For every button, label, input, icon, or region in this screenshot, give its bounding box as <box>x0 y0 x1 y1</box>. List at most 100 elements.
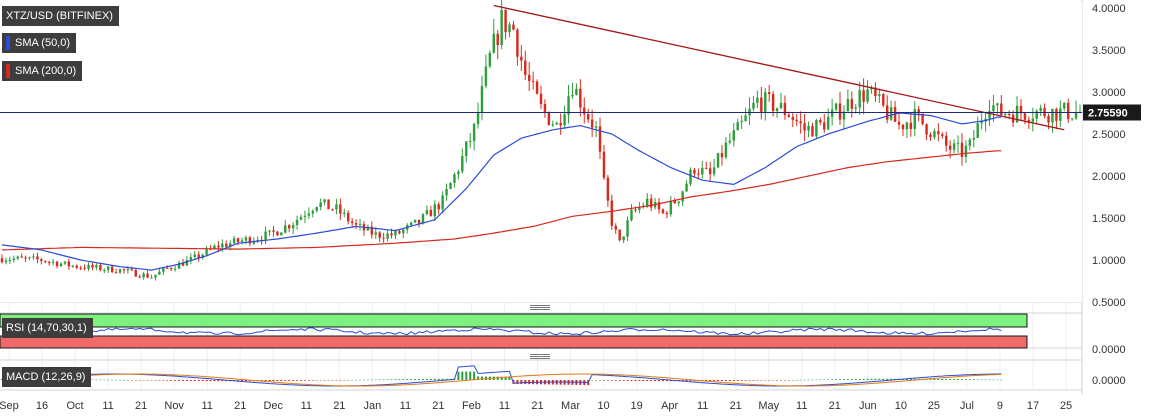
candle-down <box>673 200 676 204</box>
time-axis: Sep 16 Oct 11 21 Nov 11 21 Dec 11 21 Jan 11 21 Feb 11 21… <box>0 400 1072 412</box>
candle-up <box>394 231 397 236</box>
macd-histogram-bar <box>433 378 436 380</box>
candle-down <box>760 97 763 112</box>
macd-histogram-bar <box>941 378 944 380</box>
candle-up <box>142 273 145 278</box>
macd-axis-tick: 0.0000 <box>1092 375 1126 387</box>
candle-down <box>91 264 94 268</box>
candle-up <box>343 212 346 214</box>
candle-up <box>12 258 16 260</box>
price-tick-label: 2.0000 <box>1092 171 1126 183</box>
candle-up <box>866 89 869 102</box>
macd-histogram-bar <box>929 378 932 380</box>
candle-up <box>162 267 165 272</box>
macd-histogram-bar <box>968 379 971 380</box>
candle-up <box>402 229 405 234</box>
macd-histogram-bar <box>524 380 527 385</box>
macd-histogram-bar <box>122 379 125 381</box>
time-tick-label: Jan <box>363 400 381 412</box>
price-tick-label: 3.5000 <box>1092 45 1126 57</box>
macd-histogram-bar <box>280 380 283 381</box>
macd-histogram-bar <box>630 380 633 381</box>
candle-up <box>441 195 444 210</box>
candle-down <box>531 80 535 82</box>
candle-up <box>756 97 759 103</box>
candle-up <box>740 120 743 123</box>
macd-histogram-bar <box>960 379 963 380</box>
candle-down <box>382 237 385 239</box>
macd-histogram-bar <box>882 378 885 380</box>
time-tick-label: 21 <box>333 400 345 412</box>
candle-up <box>508 24 511 33</box>
macd-histogram-bar <box>685 380 688 382</box>
candle-up <box>728 140 732 143</box>
macd-histogram-bar <box>461 371 464 380</box>
rsi-pane-resize-handle[interactable] <box>530 305 550 310</box>
descending-trendline[interactable] <box>493 4 1065 131</box>
macd-histogram-bar <box>480 376 483 380</box>
candle-up <box>712 167 716 175</box>
macd-histogram-bar <box>957 379 960 380</box>
candle-down <box>390 233 393 236</box>
candle-up <box>878 94 881 97</box>
candle-down <box>1027 119 1031 122</box>
macd-histogram-bar <box>288 380 291 381</box>
candle-up <box>476 111 480 124</box>
macd-histogram-bar <box>473 371 476 380</box>
macd-histogram-bar <box>398 379 401 380</box>
candle-up <box>59 263 63 267</box>
macd-histogram-bar <box>905 378 908 380</box>
rsi-panel[interactable]: 0.0000 <box>0 313 1126 356</box>
macd-histogram-bar <box>335 380 338 381</box>
candle-down <box>665 212 669 215</box>
candle-down <box>937 131 940 135</box>
macd-pane-resize-handle[interactable] <box>530 354 550 359</box>
candle-up <box>968 139 972 146</box>
sma-50-legend[interactable]: SMA (50,0) <box>2 33 77 53</box>
candle-down <box>1000 103 1003 116</box>
price-panel[interactable] <box>0 0 1082 302</box>
candle-up <box>826 116 830 130</box>
price-panel-background <box>0 2 1082 302</box>
candle-down <box>539 93 543 105</box>
candle-up <box>465 141 468 156</box>
candle-down <box>527 74 531 81</box>
candle-up <box>677 201 680 204</box>
candle-down <box>705 167 708 169</box>
rsi-legend[interactable]: RSI (14,70,30,1) <box>2 318 93 338</box>
candle-down <box>378 232 381 238</box>
macd-histogram-bar <box>732 380 735 381</box>
candle-down <box>110 266 114 273</box>
macd-histogram-bar <box>382 379 385 380</box>
instrument-title[interactable]: XTZ/USD (BITFINEX) <box>2 6 119 26</box>
macd-histogram-bar <box>170 380 173 381</box>
candle-up <box>358 224 362 226</box>
macd-histogram-bar <box>150 380 153 381</box>
macd-histogram-bar <box>945 379 948 380</box>
macd-legend[interactable]: MACD (12,26,9) <box>2 367 92 387</box>
macd-histogram-bar <box>854 379 857 380</box>
candle-up <box>752 102 755 109</box>
time-tick-label: 25 <box>1060 400 1072 412</box>
macd-histogram-bar <box>791 379 794 381</box>
macd-panel[interactable]: 0.0000 <box>1 365 1126 387</box>
macd-histogram-bar <box>658 380 661 382</box>
candle-down <box>1007 113 1011 115</box>
macd-histogram-bar <box>410 379 413 380</box>
candle-down <box>941 134 944 136</box>
candle-down <box>787 114 791 117</box>
sma-200-legend[interactable]: SMA (200,0) <box>2 61 83 81</box>
candle-down <box>614 225 617 230</box>
macd-histogram-bar <box>602 380 605 381</box>
candle-up <box>453 174 456 183</box>
time-tick-label: Mar <box>561 400 580 412</box>
candle-down <box>83 267 86 269</box>
candle-down <box>287 225 291 229</box>
price-tick-label: 1.5000 <box>1092 213 1126 225</box>
candle-up <box>1074 111 1078 119</box>
candle-down <box>543 104 547 113</box>
candle-up <box>484 66 488 86</box>
candle-up <box>980 121 983 124</box>
time-tick-label: 11 <box>697 400 708 412</box>
